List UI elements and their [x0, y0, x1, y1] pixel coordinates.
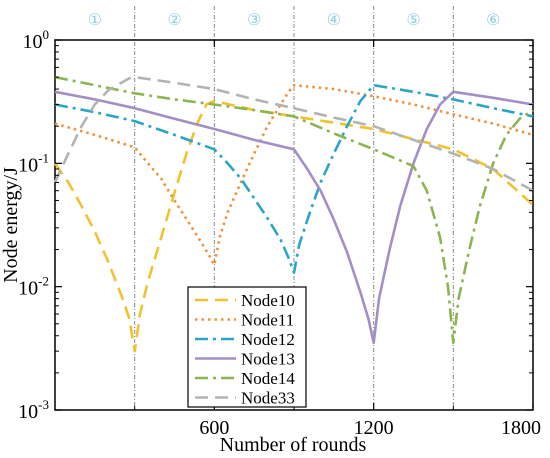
x-axis: 600 1200 1800	[134, 40, 541, 439]
series-line-node10	[53, 99, 534, 353]
y-tick-label: 10-1	[18, 150, 49, 176]
legend-label-node12: Node12	[241, 330, 295, 349]
phase-label-3: ③	[247, 10, 261, 29]
phase-label-1: ①	[88, 10, 102, 29]
y-axis: 10-3 10-2 10-1 100	[18, 27, 533, 423]
phase-label-4: ④	[327, 10, 341, 29]
phase-label-2: ②	[167, 10, 181, 29]
x-tick-label: 600	[199, 417, 229, 439]
series-lines	[53, 75, 534, 353]
y-axis-label: Node energy/J	[0, 167, 22, 283]
series-line-node13	[54, 90, 534, 345]
y-tick-label: 100	[23, 27, 50, 53]
legend-label-node13: Node13	[241, 350, 295, 369]
series-line-node14	[54, 75, 534, 345]
series-line-node33	[53, 75, 534, 192]
legend-label-node10: Node10	[241, 291, 295, 310]
y-tick-label: 10-2	[18, 274, 49, 300]
legend-box	[187, 286, 307, 408]
legend-label-node14: Node14	[241, 369, 295, 388]
x-tick-label: 1200	[354, 417, 394, 439]
x-tick-label: 1800	[501, 417, 541, 439]
phase-labels: ① ② ③ ④ ⑤ ⑥	[88, 10, 501, 29]
phase-label-5: ⑤	[406, 10, 420, 29]
legend-label-node33: Node33	[241, 389, 295, 408]
legend-label-node11: Node11	[241, 311, 294, 330]
phase-label-6: ⑥	[486, 10, 500, 29]
series-line-node12	[54, 83, 534, 274]
plot-area	[53, 39, 534, 411]
y-tick-label: 10-3	[18, 397, 49, 423]
x-axis-label: Number of rounds	[220, 434, 367, 456]
